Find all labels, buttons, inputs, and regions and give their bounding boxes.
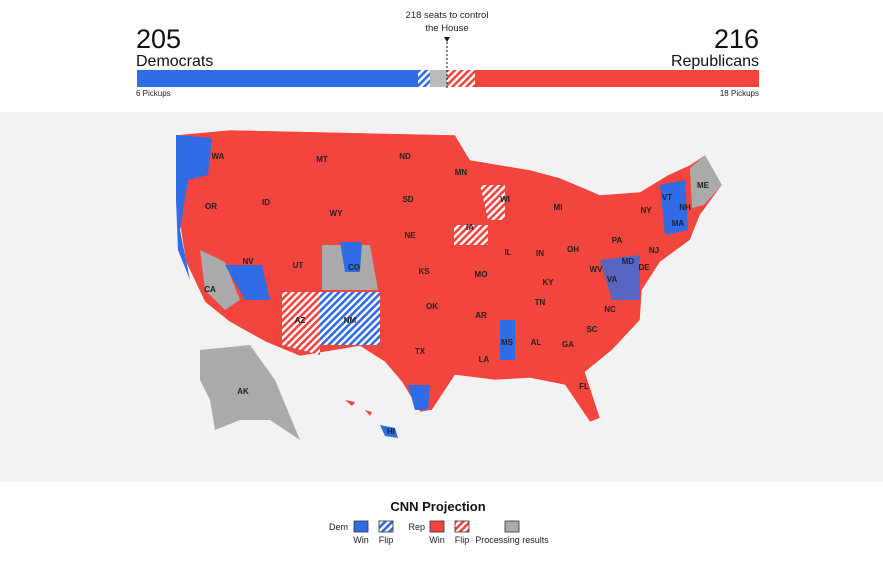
state-label: FL [579,382,589,391]
state-label: DE [638,263,650,272]
map [175,129,723,440]
state-label: AR [475,311,487,320]
state-label: GA [562,340,574,349]
dem-pickups: 6 Pickups [136,89,171,98]
state-label: ID [262,198,270,207]
state-label: IN [536,249,544,258]
rep-seats: 216 [714,24,759,54]
state-label: CO [348,263,360,272]
control-note: the House [425,23,468,34]
legend-title: CNN Projection [390,499,485,514]
state-label: MA [672,219,685,228]
legend-group-label: Dem [329,522,348,532]
state-labels: WA MT ND MN OR ID WY SD WI MI NY ME VT N… [204,152,709,436]
state-label: TN [535,298,546,307]
legend-item: Processing results [475,535,549,545]
legend-item: Win [353,535,369,545]
rep-pickups: 18 Pickups [720,89,759,98]
state-label: MS [501,338,514,347]
state-label: WV [590,265,604,274]
state-label: AL [531,338,542,347]
state-label: MN [455,168,468,177]
legend-swatch [504,520,520,533]
state-label: KY [542,278,554,287]
legend-item: Flip [455,535,470,545]
state-label: LA [479,355,490,364]
state-label: UT [293,261,304,270]
state-label: AZ [295,316,306,325]
state-label: NH [679,203,691,212]
state-label: OR [205,202,217,211]
state-label: OK [426,302,438,311]
legend-item: Win [429,535,445,545]
dem-seats: 205 [136,24,181,54]
state-label: OH [567,245,579,254]
rep-label: Republicans [671,53,759,70]
state-label: MT [316,155,328,164]
legend-swatch [454,520,470,533]
state-label: HI [387,427,395,436]
state-label: MD [622,257,635,266]
legend-group-label: Rep [408,522,425,532]
control-marker [444,37,450,42]
state-label: NC [604,305,616,314]
state-label: VA [607,275,618,284]
state-label: MI [554,203,563,212]
state-label: ME [697,181,710,190]
state-label: NE [404,231,416,240]
state-label: IL [504,248,511,257]
state-label: NY [640,206,652,215]
control-note: 218 seats to control [406,10,489,21]
legend-item: Flip [379,535,394,545]
state-label: KS [418,267,430,276]
state-label: VT [662,193,672,202]
state-label: IA [466,223,474,232]
seat-bar [137,42,759,90]
state-label: WY [330,209,344,218]
state-label: AK [237,387,249,396]
dem-label: Democrats [136,53,213,70]
state-label: NV [242,257,254,266]
state-label: WI [500,195,510,204]
state-label: ND [399,152,411,161]
state-label: PA [612,236,623,245]
state-label: NJ [649,246,659,255]
legend-swatch [353,520,369,533]
state-label: MO [475,270,488,279]
legend-swatch [378,520,394,533]
legend-swatch [429,520,445,533]
state-label: TX [415,347,426,356]
state-label: SD [402,195,413,204]
state-label: CA [204,285,216,294]
state-label: WA [212,152,225,161]
state-label: SC [586,325,597,334]
state-label: NM [344,316,357,325]
